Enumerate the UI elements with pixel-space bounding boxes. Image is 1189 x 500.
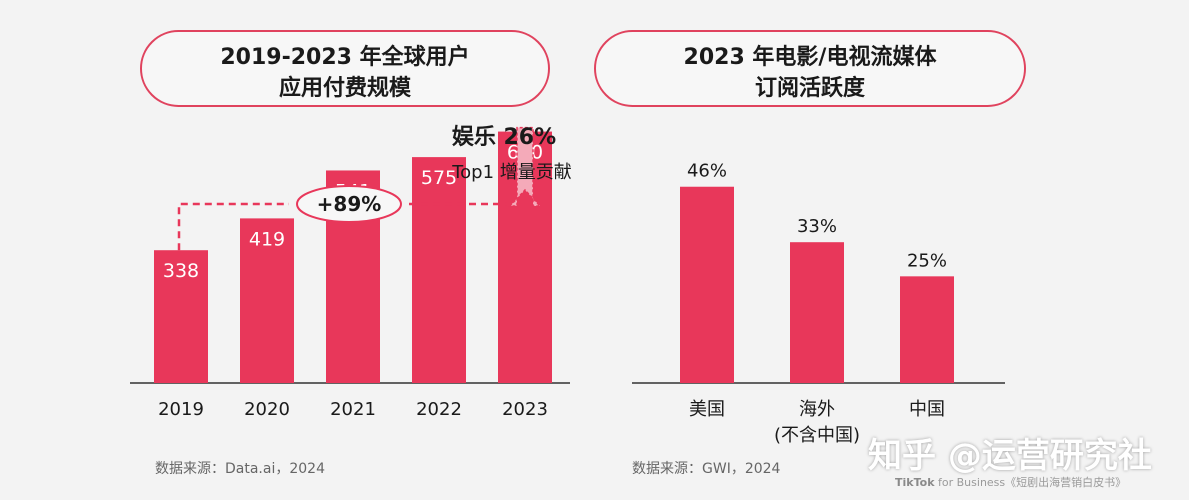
left-x-tick-2020: 2020 (244, 399, 290, 420)
watermark: 知乎 @运营研究社 (868, 436, 1152, 476)
left-bar-value-2022: 575 (421, 167, 457, 189)
right-chart-title: 2023 年电影/电视流媒体 订阅活跃度 (594, 30, 1026, 107)
left-x-tick-2021: 2021 (330, 399, 376, 420)
right-x-tick-2-line-0: 中国 (909, 399, 945, 420)
left-bar-2019 (154, 250, 208, 383)
right-source-note: 数据来源：GWI，2024 (632, 461, 781, 477)
left-growth-badge (296, 185, 402, 223)
right-bar-value-2: 25% (907, 250, 947, 271)
left-chart-title: 2019-2023 年全球用户 应用付费规模 (140, 30, 550, 107)
left-bar-value-2020: 419 (249, 228, 285, 250)
left-annotation-title: 娱乐 26% (452, 125, 556, 150)
left-growth-arrow-icon (508, 126, 542, 207)
left-x-tick-2022: 2022 (416, 399, 462, 420)
tiktok-logo-text: TikTok (895, 476, 935, 489)
left-x-tick-2019: 2019 (158, 399, 204, 420)
left-growth-label: +89% (317, 192, 382, 216)
right-bar-1 (790, 242, 844, 383)
right-x-tick-1-line-0: 海外 (799, 399, 835, 420)
footer-text: for Business《短剧出海营销白皮书》 (938, 476, 1127, 489)
left-bar-value-2019: 338 (163, 260, 199, 282)
left-annotation-subtitle: Top1 增量贡献 (451, 162, 572, 183)
right-x-tick-0-line-0: 美国 (689, 399, 725, 420)
right-bar-2 (900, 276, 954, 383)
left-title-line-1: 2019-2023 年全球用户 (220, 45, 470, 70)
right-title-line-1: 2023 年电影/电视流媒体 (683, 45, 937, 70)
left-bar-2022 (412, 157, 466, 383)
left-source-note: 数据来源：Data.ai，2024 (155, 461, 325, 477)
left-x-tick-2023: 2023 (502, 399, 548, 420)
right-title-line-2: 订阅活跃度 (754, 76, 865, 101)
right-x-tick-1-line-1: (不含中国) (774, 425, 860, 446)
left-title-line-2: 应用付费规模 (278, 76, 411, 101)
right-bar-value-0: 46% (687, 161, 727, 182)
left-bar-2020 (240, 218, 294, 383)
right-bar-value-1: 33% (797, 216, 837, 237)
right-bar-0 (680, 186, 734, 383)
footer-credit: TikTok for Business《短剧出海营销白皮书》 (895, 474, 1126, 490)
left-growth-line-start (177, 202, 289, 251)
